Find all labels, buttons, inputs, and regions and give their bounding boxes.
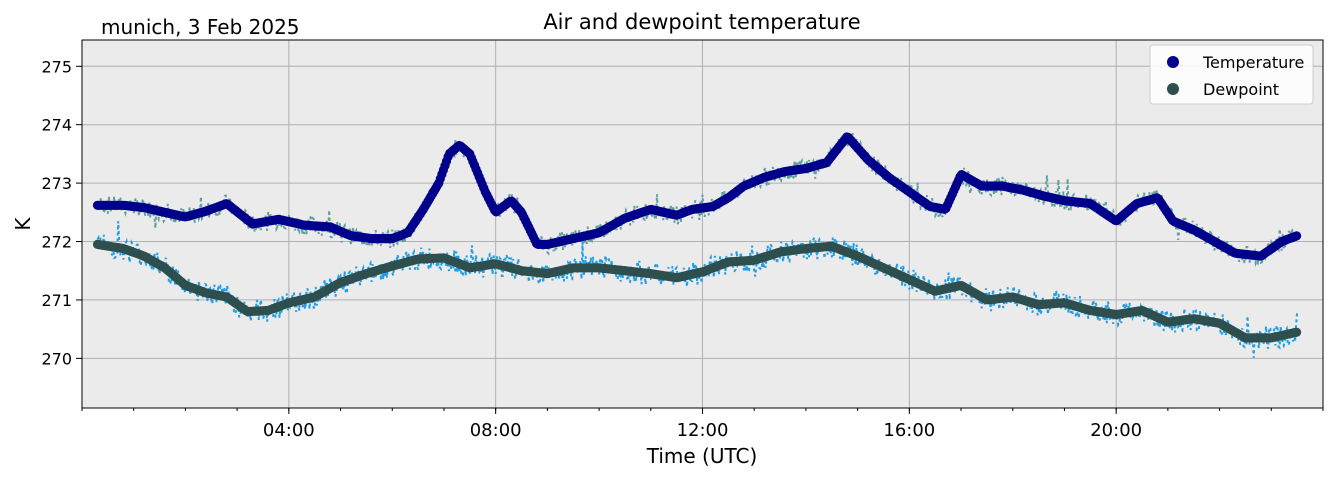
x-tick-label: 16:00	[883, 420, 935, 441]
x-tick-label: 08:00	[470, 420, 522, 441]
x-tick-label: 12:00	[677, 420, 729, 441]
y-tick-label: 272	[41, 233, 72, 252]
y-tick-label: 274	[41, 116, 72, 135]
series-dewpoint	[92, 239, 1302, 343]
series-layer	[92, 132, 1302, 343]
legend: Temperature Dewpoint	[1149, 44, 1314, 105]
y-tick-label: 275	[41, 57, 72, 76]
y-axis-label: K	[11, 217, 35, 231]
legend-box	[1149, 44, 1314, 105]
legend-marker-temperature	[1167, 56, 1179, 68]
y-tick-label: 270	[41, 349, 72, 368]
chart-title: Air and dewpoint temperature	[543, 10, 860, 34]
series-temperature	[92, 132, 1302, 261]
y-tick-label: 271	[41, 291, 72, 310]
x-tick-label: 20:00	[1090, 420, 1142, 441]
y-tick-label: 273	[41, 174, 72, 193]
axes: 270 271 272 273 274 275 04:00 08:00 12:00 16:00 20…	[41, 57, 1324, 441]
data-point	[1292, 327, 1302, 337]
chart-subtitle: munich, 3 Feb 2025	[101, 15, 300, 39]
legend-label-dewpoint: Dewpoint	[1203, 80, 1279, 99]
legend-marker-dewpoint	[1167, 83, 1179, 95]
data-point	[1292, 231, 1302, 241]
x-tick-label: 04:00	[263, 420, 315, 441]
legend-label-temperature: Temperature	[1202, 53, 1304, 72]
x-axis-label: Time (UTC)	[646, 444, 758, 468]
